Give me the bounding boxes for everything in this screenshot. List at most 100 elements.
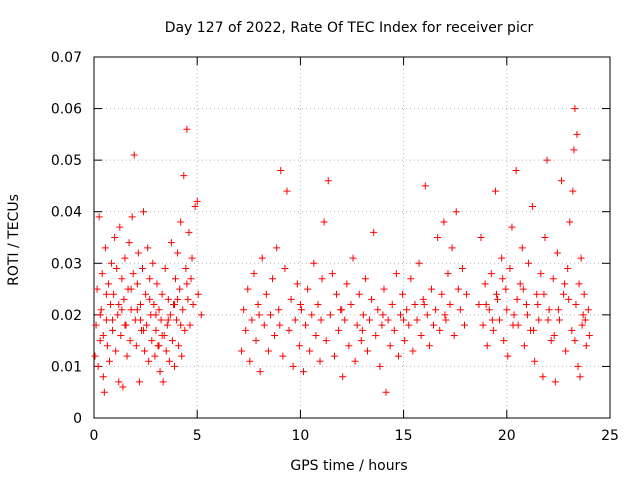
data-point	[572, 301, 580, 309]
data-point	[444, 270, 452, 278]
data-point	[135, 378, 143, 386]
data-point	[333, 290, 341, 298]
data-point	[266, 311, 274, 319]
data-point	[359, 311, 367, 319]
data-point	[446, 301, 454, 309]
data-point	[357, 337, 365, 345]
data-point	[565, 295, 573, 303]
axis-ticks	[93, 56, 611, 419]
data-point	[322, 337, 330, 345]
data-point	[483, 342, 491, 350]
data-point	[151, 352, 159, 360]
data-point	[566, 218, 574, 226]
data-point	[316, 357, 324, 365]
data-point	[101, 244, 109, 252]
data-point	[519, 285, 527, 293]
data-point	[168, 337, 176, 345]
data-point	[534, 301, 542, 309]
data-point	[506, 264, 514, 272]
data-point	[133, 306, 141, 314]
data-point	[94, 362, 102, 370]
data-point	[341, 316, 349, 324]
data-point	[102, 316, 110, 324]
data-point	[421, 182, 429, 190]
data-point	[488, 316, 496, 324]
data-point	[134, 249, 142, 257]
data-point	[178, 352, 186, 360]
y-tick-label: 0	[73, 411, 82, 427]
data-point	[107, 301, 115, 309]
data-point	[255, 311, 263, 319]
data-point	[108, 259, 116, 267]
data-point	[179, 306, 187, 314]
data-point	[240, 306, 248, 314]
data-point	[152, 326, 160, 334]
x-tick-label: 20	[498, 428, 516, 444]
data-point	[543, 156, 551, 164]
data-point	[545, 306, 553, 314]
data-point	[188, 254, 196, 262]
data-point	[262, 290, 270, 298]
data-point	[485, 306, 493, 314]
data-point	[372, 331, 380, 339]
data-point	[454, 285, 462, 293]
data-point	[180, 172, 188, 180]
data-point	[577, 254, 585, 262]
data-point	[177, 321, 185, 329]
data-point	[155, 306, 163, 314]
data-point	[127, 306, 135, 314]
data-point	[91, 352, 99, 360]
data-point	[170, 362, 178, 370]
data-point	[579, 311, 587, 319]
data-point	[368, 295, 376, 303]
data-point	[540, 290, 548, 298]
data-point	[392, 270, 400, 278]
data-point	[401, 337, 409, 345]
data-point	[194, 290, 202, 298]
data-point	[285, 326, 293, 334]
data-point	[384, 316, 392, 324]
data-point	[117, 331, 125, 339]
data-point	[533, 290, 541, 298]
data-point	[571, 337, 579, 345]
data-point	[450, 331, 458, 339]
data-point	[504, 352, 512, 360]
data-point	[458, 264, 466, 272]
data-point	[302, 321, 310, 329]
data-point	[157, 316, 165, 324]
data-point	[399, 290, 407, 298]
data-point	[438, 290, 446, 298]
data-point	[109, 316, 117, 324]
data-point	[568, 326, 576, 334]
data-point	[397, 311, 405, 319]
data-point	[127, 285, 135, 293]
data-point	[182, 264, 190, 272]
data-point	[244, 285, 252, 293]
data-point	[379, 311, 387, 319]
x-tick-label: 15	[395, 428, 413, 444]
data-point	[136, 301, 144, 309]
data-point	[555, 316, 563, 324]
data-point	[164, 316, 172, 324]
data-point	[100, 388, 108, 396]
data-point	[425, 342, 433, 350]
data-point	[571, 105, 579, 113]
data-point	[133, 280, 141, 288]
data-point	[283, 187, 291, 195]
data-point	[355, 290, 363, 298]
data-point	[163, 321, 171, 329]
data-point	[578, 321, 586, 329]
data-point	[492, 290, 500, 298]
data-point	[187, 275, 195, 283]
data-point	[115, 301, 123, 309]
data-point	[403, 306, 411, 314]
data-point	[452, 208, 460, 216]
data-point	[553, 249, 561, 257]
data-point	[378, 321, 386, 329]
data-point	[98, 270, 106, 278]
data-point	[242, 326, 250, 334]
data-point	[295, 342, 303, 350]
data-point	[110, 290, 118, 298]
data-point	[183, 280, 191, 288]
